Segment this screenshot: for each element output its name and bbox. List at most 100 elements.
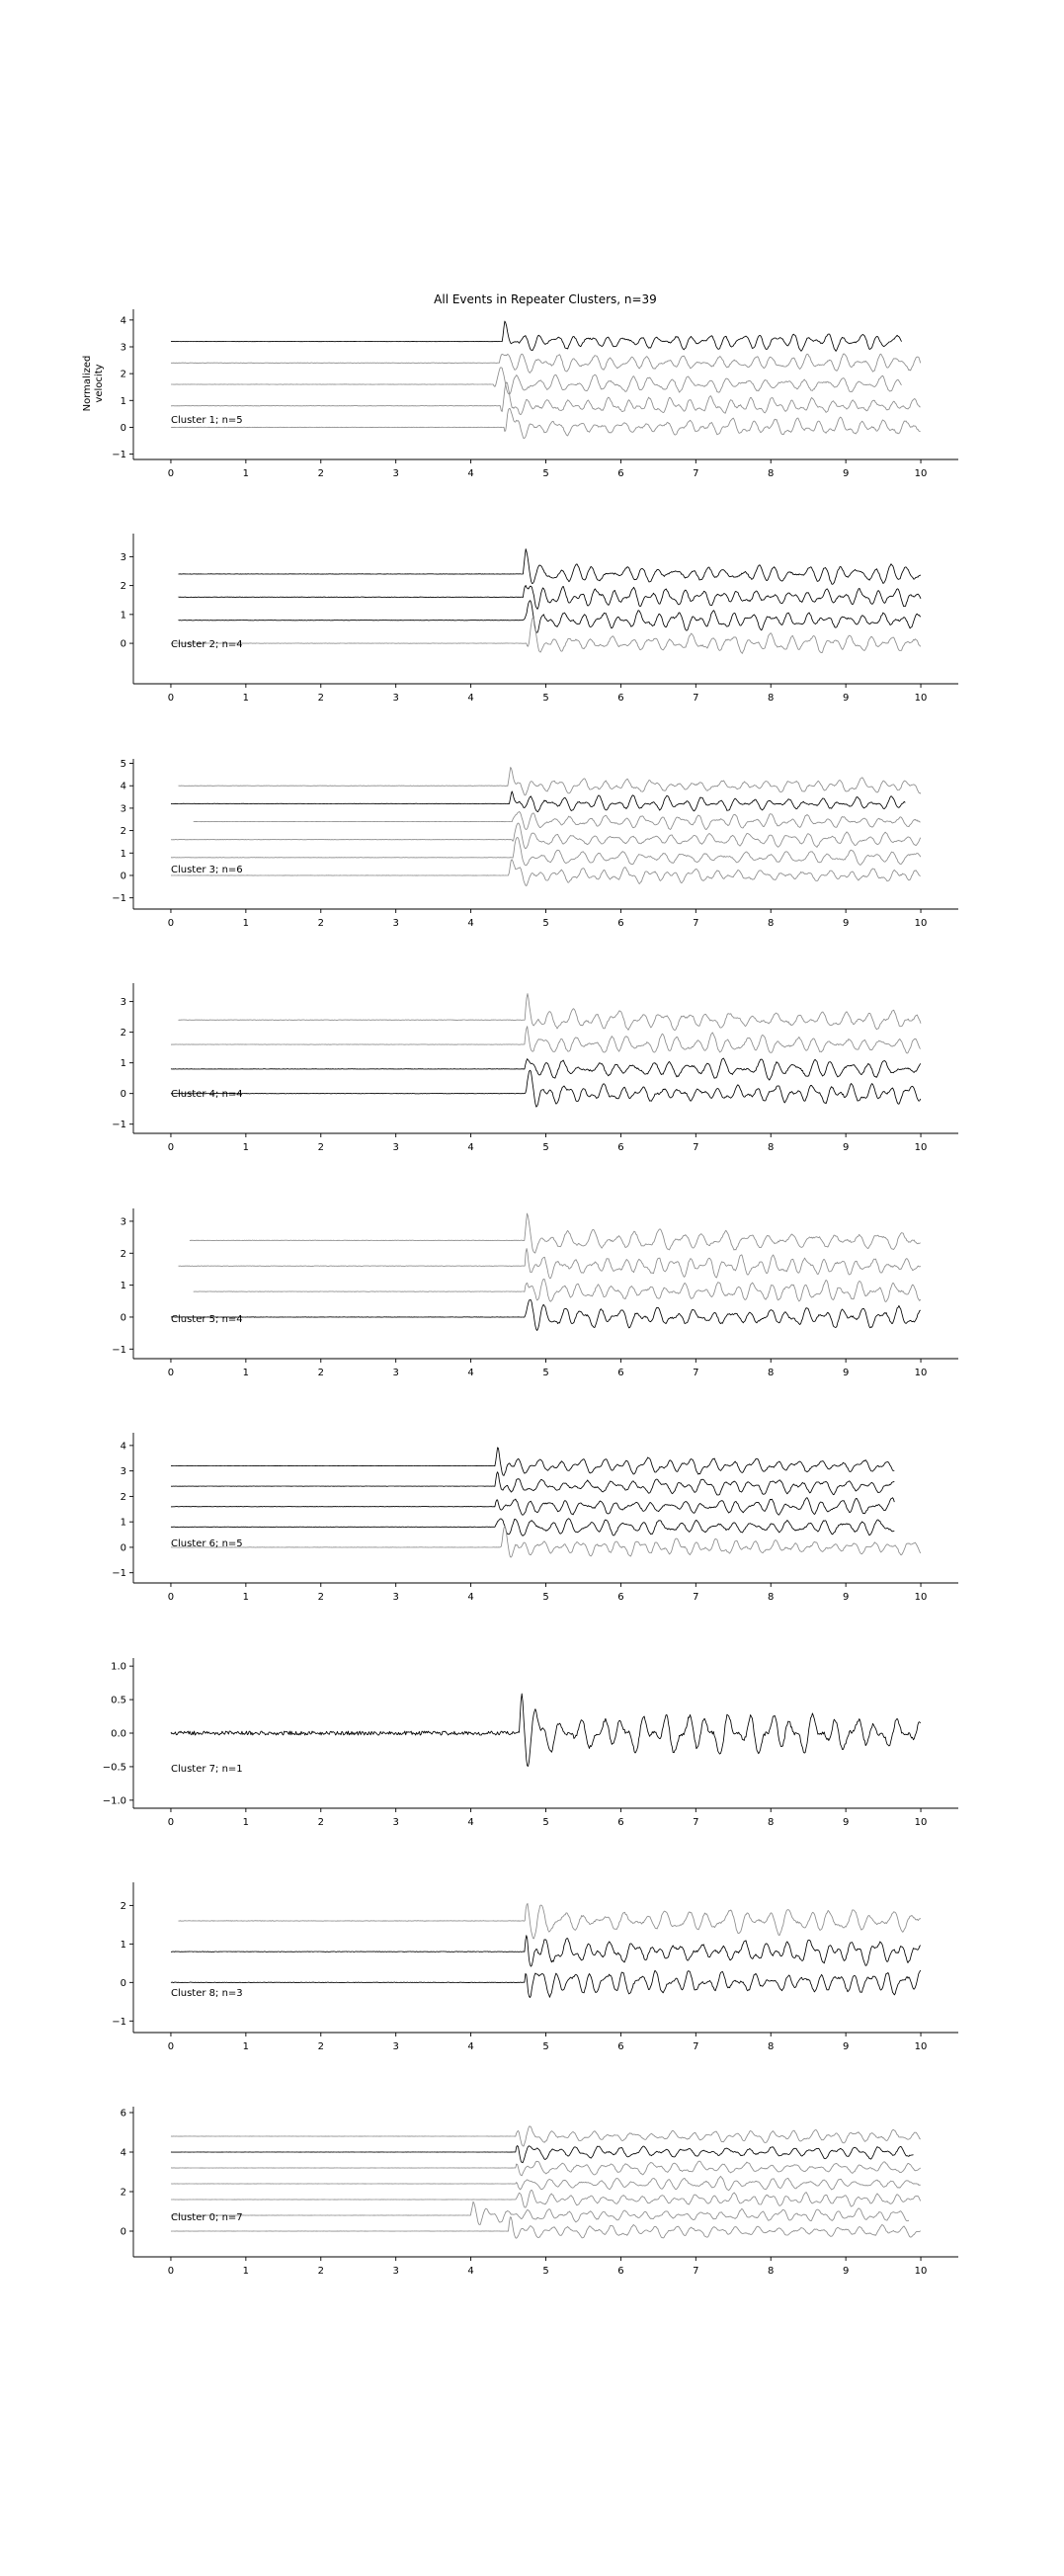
panel-9: 0 2 4 6 0 1 2 3 4 5 6 7 8 9 10 Cluster 0; n=7 <box>121 2107 958 2277</box>
x-tick-label: 7 <box>693 2041 698 2052</box>
x-tick-label: 0 <box>168 918 174 929</box>
y-tick-label: −0.5 <box>103 1762 126 1773</box>
waveform-trace <box>170 859 921 887</box>
cluster-label: Cluster 3; n=6 <box>171 865 243 875</box>
x-tick-label: 10 <box>915 918 928 929</box>
x-tick-label: 7 <box>693 693 698 704</box>
x-tick-label: 10 <box>915 1592 928 1603</box>
waveform-trace <box>170 1497 895 1516</box>
x-tick-label: 10 <box>915 693 928 704</box>
y-tick-label: 3 <box>121 803 126 814</box>
x-tick-label: 3 <box>392 693 398 704</box>
x-tick-label: 7 <box>693 1592 698 1603</box>
waveform-trace <box>171 2201 910 2225</box>
x-tick-label: 8 <box>768 2041 774 2052</box>
y-tick-label: 2 <box>121 581 126 592</box>
waveform-trace <box>170 1299 921 1331</box>
y-tick-label: −1 <box>112 1345 126 1356</box>
waveform-trace <box>193 810 921 831</box>
y-tick-label: 1 <box>121 610 126 621</box>
x-tick-label: 2 <box>318 1592 324 1603</box>
waveform-trace <box>178 767 922 796</box>
waveform-trace <box>189 1212 921 1254</box>
waveform-trace <box>171 2160 921 2177</box>
x-tick-label: 4 <box>467 1817 473 1828</box>
cluster-label: Cluster 5; n=4 <box>171 1314 243 1325</box>
y-tick-label: 0 <box>121 871 126 881</box>
x-tick-label: 7 <box>693 918 698 929</box>
y-tick-label: 0 <box>121 1978 126 1989</box>
x-tick-label: 1 <box>243 693 249 704</box>
waveform-trace <box>170 2125 921 2147</box>
x-tick-label: 6 <box>617 693 623 704</box>
x-tick-label: 8 <box>768 918 774 929</box>
x-tick-label: 8 <box>768 1142 774 1153</box>
x-tick-label: 1 <box>243 918 249 929</box>
cluster-label: Cluster 2; n=4 <box>171 639 243 650</box>
x-tick-label: 4 <box>467 1368 473 1378</box>
x-tick-label: 4 <box>467 693 473 704</box>
y-tick-label: 3 <box>121 1466 126 1477</box>
x-tick-label: 1 <box>243 2041 249 2052</box>
x-tick-label: 3 <box>392 2266 398 2277</box>
x-tick-label: 0 <box>168 1368 174 1378</box>
y-tick-label: 6 <box>121 2109 126 2119</box>
x-tick-label: 10 <box>915 1368 928 1378</box>
y-tick-label: 1 <box>121 1281 126 1291</box>
y-tick-label: 0 <box>121 639 126 650</box>
waveform-trace <box>170 2216 921 2239</box>
y-tick-label: −1 <box>112 893 126 904</box>
panel-3: −1 0 1 2 3 4 5 0 1 2 3 4 5 6 7 8 9 10 Cluster 3; n=6 <box>112 759 958 929</box>
waveform-trace <box>171 367 902 395</box>
waveform-trace <box>171 1471 895 1496</box>
y-tick-label: 0.0 <box>111 1729 126 1740</box>
x-tick-label: 7 <box>693 2266 698 2277</box>
x-tick-label: 8 <box>768 693 774 704</box>
x-tick-label: 7 <box>693 1368 698 1378</box>
x-tick-label: 1 <box>243 1592 249 1603</box>
x-tick-label: 3 <box>392 1142 398 1153</box>
x-tick-label: 2 <box>318 1817 324 1828</box>
x-tick-label: 3 <box>392 2041 398 2052</box>
x-tick-label: 9 <box>843 1368 849 1378</box>
x-tick-label: 9 <box>843 693 849 704</box>
panel-6: −1 0 1 2 3 4 0 1 2 3 4 5 6 7 8 9 10 Cluster 6; n=5 <box>112 1433 958 1603</box>
y-tick-label: 4 <box>121 2148 126 2159</box>
y-tick-label: 2 <box>121 1028 126 1039</box>
y-tick-label: 3 <box>121 343 126 354</box>
x-tick-label: 0 <box>168 468 174 479</box>
figure-title: All Events in Repeater Clusters, n=39 <box>434 292 657 306</box>
x-tick-label: 6 <box>617 918 623 929</box>
y-tick-label: 1 <box>121 849 126 860</box>
cluster-label: Cluster 1; n=5 <box>171 415 243 426</box>
panel-4: −1 0 1 2 3 0 1 2 3 4 5 6 7 8 9 10 Cluster 4; n=4 <box>112 983 958 1153</box>
y-tick-label: 1.0 <box>111 1662 126 1673</box>
x-tick-label: 6 <box>617 2266 623 2277</box>
y-tick-label: 4 <box>121 782 126 792</box>
x-tick-label: 2 <box>318 468 324 479</box>
x-tick-label: 5 <box>542 468 548 479</box>
x-tick-label: 10 <box>915 1142 928 1153</box>
x-tick-label: 9 <box>843 1592 849 1603</box>
x-tick-label: 7 <box>693 468 698 479</box>
cluster-label: Cluster 0; n=7 <box>171 2212 243 2223</box>
y-tick-label: 2 <box>121 1901 126 1912</box>
waveform-trace <box>171 381 921 415</box>
waveform-trace <box>193 1278 922 1302</box>
x-tick-label: 5 <box>542 1817 548 1828</box>
x-tick-label: 10 <box>915 2266 928 2277</box>
x-tick-label: 1 <box>243 2266 249 2277</box>
x-tick-label: 4 <box>467 918 473 929</box>
x-tick-label: 9 <box>843 2266 849 2277</box>
x-tick-label: 8 <box>768 1368 774 1378</box>
x-tick-label: 8 <box>768 1817 774 1828</box>
x-tick-label: 2 <box>318 918 324 929</box>
x-tick-label: 1 <box>243 1142 249 1153</box>
panel-7: −1.0 −0.5 0.0 0.5 1.0 0 1 2 3 4 5 6 7 8 9 10 Cluster 7; … <box>103 1658 958 1828</box>
waveform-trace <box>170 1518 895 1537</box>
cluster-label: Cluster 8; n=3 <box>171 1988 243 1999</box>
y-tick-label: 2 <box>121 1492 126 1503</box>
x-tick-label: 4 <box>467 468 473 479</box>
waveform-trace <box>170 1969 922 1999</box>
